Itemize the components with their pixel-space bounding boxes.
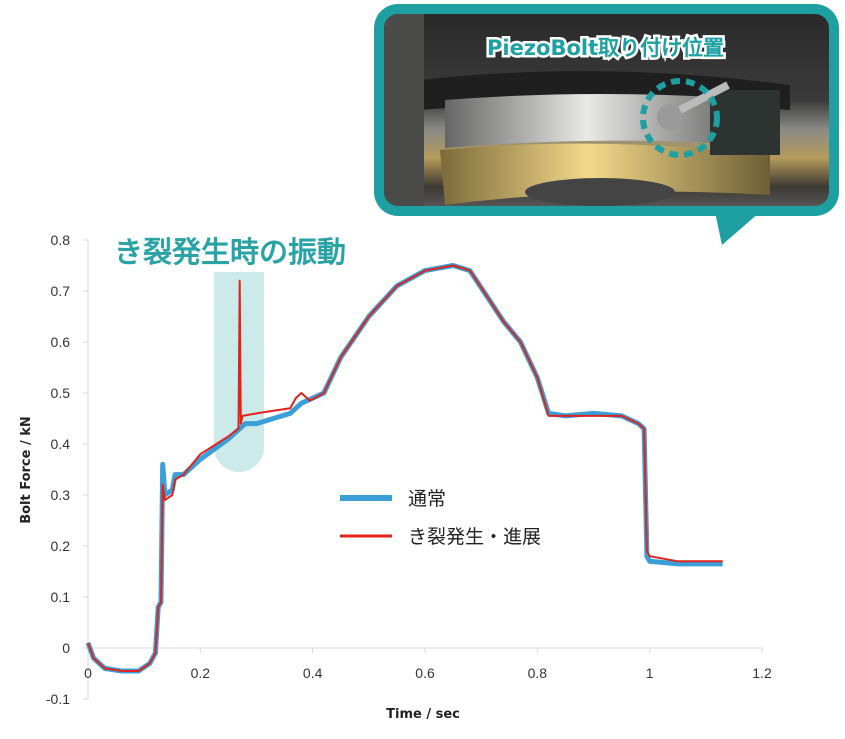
y-tick-label: 0.1	[51, 589, 71, 605]
y-tick-label: 0.2	[51, 538, 71, 554]
axes: -0.1 0 0.1 0.2 0.3 0.4 0.5 0.6 0.7 0.8 0 0.2 0.4 0.6 0…	[46, 232, 772, 707]
callout-label: PiezoBolt取り付け位置	[487, 36, 724, 60]
x-tick-label: 1.2	[752, 665, 772, 681]
legend: 通常 き裂発生・進展	[340, 488, 541, 548]
series-crack-line	[87, 264, 723, 672]
series-normal-line	[85, 263, 723, 674]
x-tick-label: 0.8	[528, 665, 548, 681]
x-tick-label: 0.2	[191, 665, 211, 681]
y-tick-label: 0.5	[51, 385, 71, 401]
x-axis-label: Time / sec	[386, 707, 460, 722]
y-tick-label: 0.8	[51, 232, 71, 248]
crack-vibration-annotation: き裂発生時の振動	[114, 235, 346, 269]
y-tick-label: 0.6	[51, 334, 71, 350]
y-axis-label: Bolt Force / kN	[19, 416, 34, 524]
y-tick-label: -0.1	[46, 691, 70, 707]
series-group	[85, 263, 723, 674]
x-tick-label: 1	[646, 665, 654, 681]
y-tick-label: 0.7	[51, 283, 71, 299]
y-tick-label: 0.4	[51, 436, 71, 452]
legend-label-crack: き裂発生・進展	[408, 526, 541, 548]
callout-tail	[715, 212, 760, 245]
x-tick-label: 0.4	[303, 665, 323, 681]
x-tick-label: 0.6	[415, 665, 435, 681]
x-tick-label: 0	[84, 665, 92, 681]
y-tick-label: 0	[62, 640, 70, 656]
bolt-photo	[384, 14, 829, 206]
y-tick-label: 0.3	[51, 487, 71, 503]
photo-callout: PiezoBolt取り付け位置	[374, 4, 839, 245]
legend-label-normal: 通常	[408, 488, 446, 510]
bolt-location-marker	[640, 78, 720, 158]
